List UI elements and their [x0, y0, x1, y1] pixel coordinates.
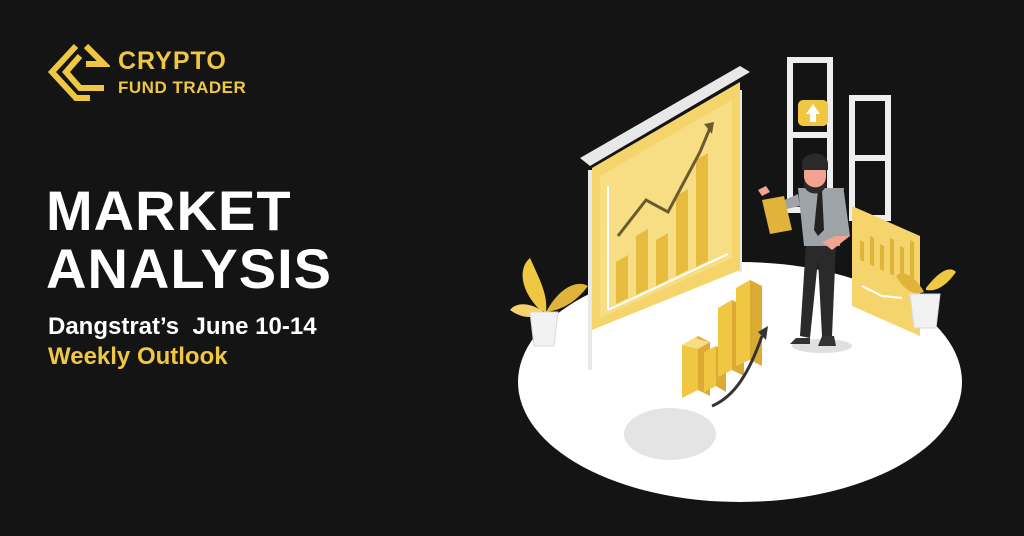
floor-bar-blocks-icon	[682, 280, 768, 408]
headline-line2: ANALYSIS	[46, 237, 333, 300]
headline-line1: MARKET	[46, 179, 292, 242]
upload-bubble-icon	[798, 100, 828, 126]
small-card-panel-icon	[852, 256, 920, 336]
crypto-fund-trader-logo-icon	[47, 43, 110, 101]
brand-name-line1: CRYPTO	[118, 46, 227, 75]
subtitle-author-dates: Dangstrat’s June 10-14	[48, 313, 317, 340]
presenter-person-icon	[758, 153, 852, 353]
left-plant-icon	[510, 258, 588, 347]
brand-logo: CRYPTO FUND TRADER	[46, 42, 246, 102]
subtitle: Dangstrat’s June 10-14 Weekly Outlook	[48, 312, 317, 372]
market-analysis-presenter-illustration	[510, 57, 962, 502]
right-plant-icon	[896, 269, 956, 329]
page-title: MARKET ANALYSIS	[46, 182, 332, 298]
presentation-board-icon	[580, 66, 750, 370]
subtitle-weekly-outlook: Weekly Outlook	[48, 343, 228, 370]
floor-shadow	[624, 408, 716, 460]
brand-name-line2: FUND TRADER	[118, 77, 247, 97]
